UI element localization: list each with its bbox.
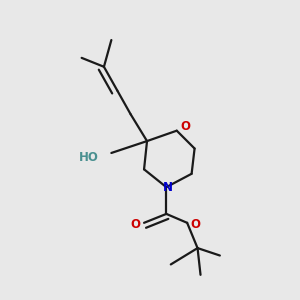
Text: O: O [190,218,200,231]
Text: HO: HO [79,151,99,164]
Text: O: O [180,120,190,133]
Text: O: O [131,218,141,231]
Text: N: N [163,181,173,194]
